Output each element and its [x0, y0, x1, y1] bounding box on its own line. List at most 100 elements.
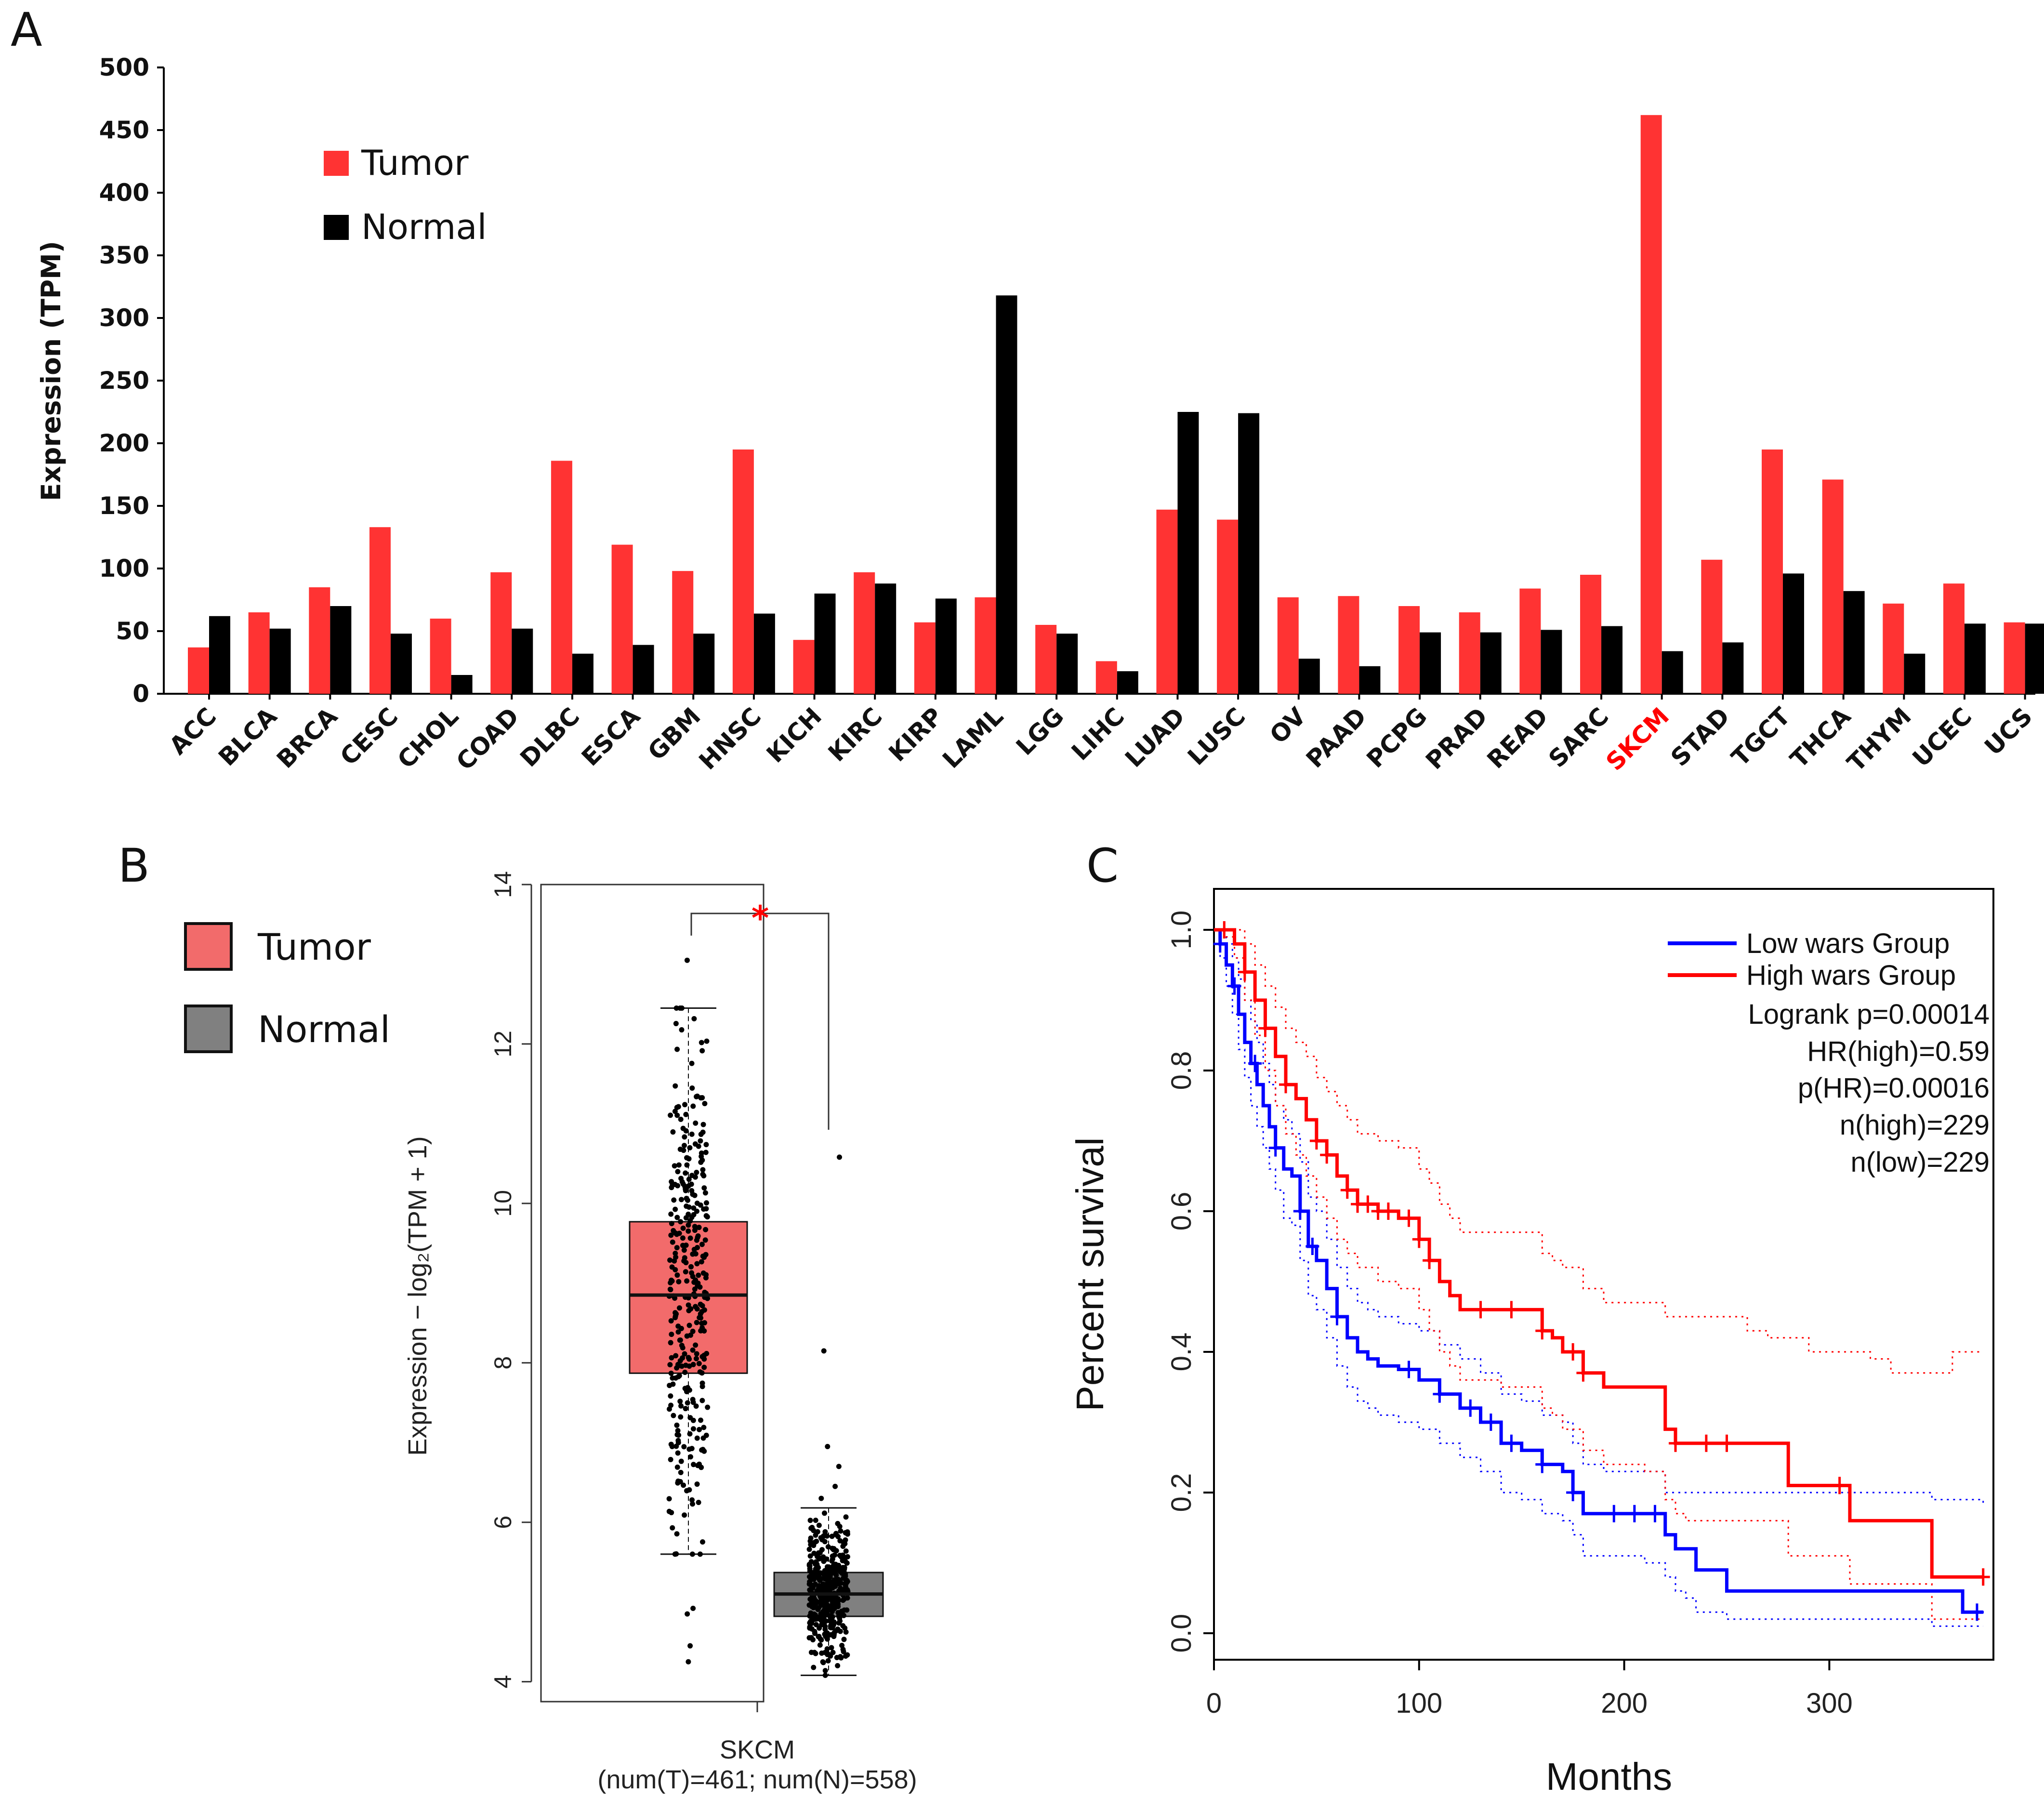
bar-normal-luad: [1177, 412, 1199, 694]
tumor-point: [674, 1215, 680, 1220]
normal-point: [841, 1637, 847, 1642]
normal-point: [813, 1518, 818, 1523]
category-label-prad: PRAD: [1420, 702, 1493, 775]
normal-point: [833, 1572, 839, 1578]
tumor-point: [684, 1333, 690, 1339]
tumor-point: [699, 1354, 705, 1360]
panel-a-y-tick-label: 400: [99, 179, 149, 207]
normal-point: [824, 1533, 830, 1539]
high-group-censor-mark: [1217, 921, 1231, 939]
tumor-point: [668, 1211, 674, 1217]
tumor-point: [697, 1551, 703, 1557]
low-group-censor-mark: [1433, 1385, 1447, 1403]
legend-normal-label: Normal: [258, 1008, 390, 1051]
tumor-point: [672, 1295, 678, 1301]
tumor-point: [678, 1403, 684, 1409]
tumor-point: [677, 1479, 683, 1484]
normal-point: [813, 1651, 818, 1656]
category-label-thca: THCA: [1785, 702, 1856, 773]
panel-a-y-tick-label: 450: [99, 116, 149, 144]
normal-point: [839, 1609, 845, 1615]
tumor-point: [680, 1235, 686, 1241]
tumor-point: [695, 1463, 700, 1468]
tumor-point: [678, 1469, 684, 1475]
normal-point: [839, 1554, 844, 1560]
high-group-censor-mark: [1699, 1434, 1713, 1452]
tumor-point: [683, 1128, 689, 1134]
tumor-point: [699, 1048, 705, 1054]
tumor-point: [699, 1539, 705, 1545]
normal-point: [825, 1658, 831, 1664]
normal-point: [843, 1530, 848, 1535]
tumor-point: [701, 1185, 707, 1191]
tumor-point: [680, 1181, 686, 1187]
tumor-point: [675, 1450, 681, 1456]
bar-tumor-skcm: [1640, 115, 1662, 694]
normal-point: [814, 1538, 819, 1544]
normal-point: [819, 1622, 825, 1627]
tumor-point: [701, 1364, 707, 1370]
tumor-point: [691, 1462, 697, 1467]
tumor-point: [674, 1464, 680, 1470]
legend-normal-label: Normal: [361, 207, 487, 247]
normal-point: [819, 1650, 825, 1656]
normal-point: [820, 1660, 826, 1666]
normal-point: [818, 1576, 824, 1582]
tumor-point: [696, 1361, 702, 1366]
normal-point: [837, 1580, 843, 1586]
tumor-point: [696, 1225, 702, 1230]
bar-normal-prad: [1480, 632, 1502, 694]
tumor-point: [699, 1447, 705, 1453]
tumor-point: [705, 1295, 711, 1301]
tumor-point: [676, 1279, 682, 1284]
bar-tumor-lihc: [1095, 661, 1117, 694]
tumor-point: [690, 1347, 696, 1353]
normal-point: [844, 1587, 850, 1593]
tumor-point: [704, 1038, 710, 1044]
normal-point: [835, 1533, 841, 1539]
normal-point: [829, 1596, 834, 1602]
tumor-point: [677, 1337, 683, 1343]
panel-b-legend: Tumor Normal: [184, 922, 390, 1053]
tumor-point: [680, 1243, 686, 1248]
tumor-point: [669, 1221, 674, 1227]
category-label-blca: BLCA: [213, 702, 282, 771]
normal-point: [831, 1577, 837, 1583]
tumor-point: [689, 1497, 695, 1503]
normal-point: [818, 1535, 824, 1541]
tumor-point: [687, 1218, 693, 1224]
bar-normal-paad: [1359, 666, 1381, 694]
normal-point: [839, 1570, 845, 1576]
tumor-point: [682, 1512, 687, 1518]
tumor-point: [692, 1224, 698, 1229]
normal-point: [828, 1632, 834, 1638]
tumor-point: [699, 1309, 705, 1315]
bar-tumor-tgct: [1761, 449, 1783, 694]
legend-normal-swatch: [324, 215, 349, 240]
panel-a-y-tick-label: 250: [99, 367, 149, 395]
normal-point: [808, 1559, 814, 1565]
normal-point: [838, 1587, 844, 1593]
legend-tumor-swatch: [184, 922, 233, 971]
bar-tumor-lusc: [1217, 519, 1239, 694]
normal-point: [807, 1553, 813, 1559]
tumor-point: [667, 1362, 673, 1368]
bar-normal-ucs: [2025, 623, 2044, 694]
bar-tumor-esca: [611, 544, 633, 694]
tumor-point: [700, 1172, 706, 1177]
tumor-point: [668, 1232, 674, 1238]
tumor-point: [699, 1321, 705, 1326]
bar-tumor-read: [1519, 588, 1541, 694]
tumor-point: [698, 1131, 704, 1137]
bar-tumor-thym: [1883, 603, 1904, 694]
tumor-point: [699, 1259, 704, 1265]
panel-a-y-tick-label: 0: [132, 680, 149, 708]
bar-normal-cesc: [390, 634, 412, 694]
panel-c-plot-frame: [1213, 888, 1994, 1661]
normal-outlier-point: [837, 1154, 843, 1160]
category-label-brca: BRCA: [271, 702, 343, 774]
normal-point: [835, 1663, 841, 1668]
tumor-point: [683, 1269, 688, 1275]
tumor-point: [671, 1228, 676, 1233]
panel-b-y-axis-label: Expression − log₂(TPM + 1): [403, 1136, 432, 1455]
